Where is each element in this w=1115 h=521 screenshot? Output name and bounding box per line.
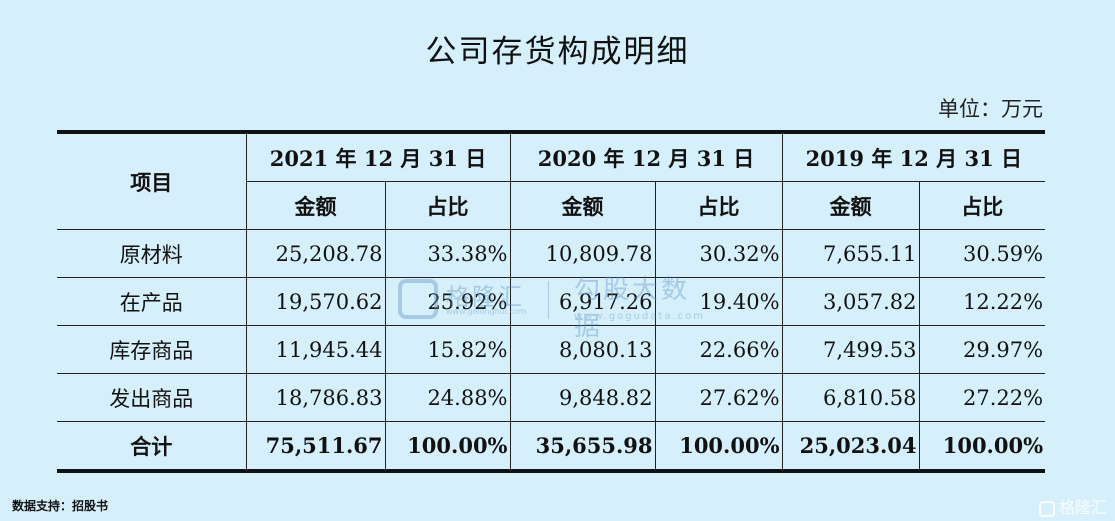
cell-value: 35,655.98 xyxy=(509,421,656,471)
table-row: 发出商品 18,786.83 24.88% 9,848.82 27.62% 6,… xyxy=(57,373,1046,422)
cell-value: 27.62% xyxy=(654,373,783,422)
source-note: 数据支持：招股书 xyxy=(12,499,109,513)
cell-value: 9,848.82 xyxy=(509,373,656,422)
cell-value: 33.38% xyxy=(384,229,511,278)
cell-value: 11,945.44 xyxy=(245,325,386,374)
cell-value: 12.22% xyxy=(918,277,1046,326)
corner-logo-text: 格隆汇 xyxy=(1058,498,1107,517)
cell-value: 10,809.78 xyxy=(509,229,656,278)
unit-label: 单位：万元 xyxy=(938,97,1043,121)
row-label: 库存商品 xyxy=(57,325,247,374)
header-share: 占比 xyxy=(654,181,783,230)
cell-value: 6,917.26 xyxy=(509,277,656,326)
table-subheader-row: 金额 占比 金额 占比 金额 占比 xyxy=(57,181,1046,230)
cell-value: 100.00% xyxy=(654,421,783,471)
cell-value: 25,208.78 xyxy=(245,229,386,278)
table-header-row: 项目 2021 年 12 月 31 日 2020 年 12 月 31 日 201… xyxy=(57,132,1046,230)
header-item: 项目 xyxy=(57,132,247,230)
cell-value: 19.40% xyxy=(654,277,783,326)
header-year-2020: 2020 年 12 月 31 日 xyxy=(509,132,783,182)
cell-value: 100.00% xyxy=(918,421,1046,471)
cell-value: 7,499.53 xyxy=(781,325,920,374)
cell-value: 75,511.67 xyxy=(245,421,386,471)
cell-value: 29.97% xyxy=(918,325,1046,374)
header-amount: 金额 xyxy=(509,181,656,230)
row-label: 发出商品 xyxy=(57,373,247,422)
row-label: 合计 xyxy=(57,421,247,471)
header-amount: 金额 xyxy=(246,181,386,230)
header-amount: 金额 xyxy=(781,181,920,230)
page-title: 公司存货构成明细 xyxy=(425,34,690,70)
cell-value: 30.32% xyxy=(654,229,783,278)
cell-value: 8,080.13 xyxy=(509,325,656,374)
cell-value: 25.92% xyxy=(384,277,511,326)
table-row: 库存商品 11,945.44 15.82% 8,080.13 22.66% 7,… xyxy=(57,325,1046,374)
header-year-2021: 2021 年 12 月 31 日 xyxy=(245,132,511,182)
row-label: 在产品 xyxy=(57,277,247,326)
cell-value: 25,023.04 xyxy=(781,421,920,471)
row-label: 原材料 xyxy=(57,229,247,278)
table-row: 在产品 19,570.62 25.92% 6,917.26 19.40% 3,0… xyxy=(57,277,1046,326)
cell-value: 19,570.62 xyxy=(245,277,386,326)
table-total-row: 合计 75,511.67 100.00% 35,655.98 100.00% 2… xyxy=(57,421,1046,471)
cell-value: 6,810.58 xyxy=(781,373,920,422)
header-share: 占比 xyxy=(918,181,1046,230)
cell-value: 30.59% xyxy=(918,229,1046,278)
inventory-table: 项目 2021 年 12 月 31 日 2020 年 12 月 31 日 201… xyxy=(57,130,1046,473)
cell-value: 3,057.82 xyxy=(781,277,920,326)
cell-value: 22.66% xyxy=(654,325,783,374)
cell-value: 27.22% xyxy=(918,373,1046,422)
corner-logo: 格隆汇 xyxy=(1038,494,1107,518)
cell-value: 24.88% xyxy=(384,373,511,422)
cell-value: 7,655.11 xyxy=(781,229,920,278)
cell-value: 100.00% xyxy=(384,421,511,471)
cell-value: 15.82% xyxy=(384,325,511,374)
header-share: 占比 xyxy=(384,181,511,230)
table-row: 原材料 25,208.78 33.38% 10,809.78 30.32% 7,… xyxy=(57,229,1046,278)
cell-value: 18,786.83 xyxy=(245,373,386,422)
corner-logo-icon xyxy=(1038,500,1055,517)
header-year-2019: 2019 年 12 月 31 日 xyxy=(781,132,1046,182)
